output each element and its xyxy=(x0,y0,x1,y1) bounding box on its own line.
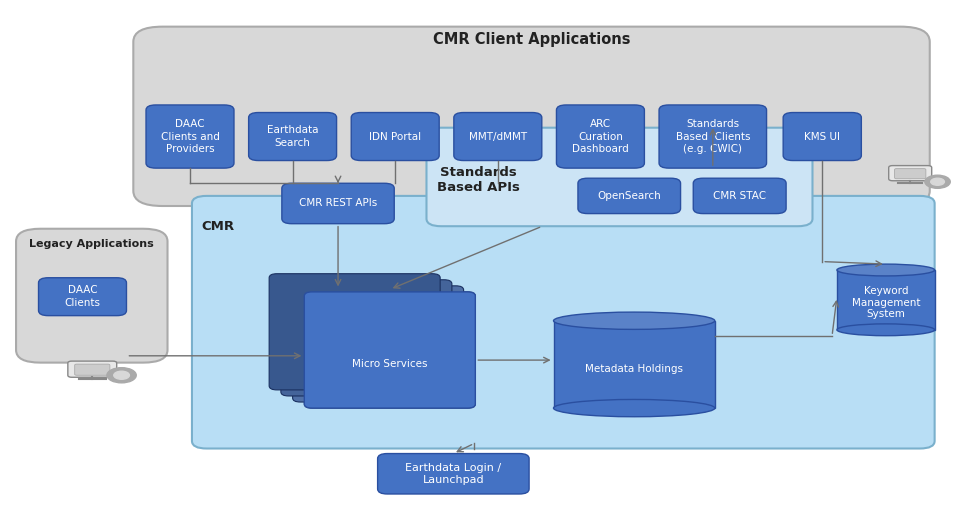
FancyBboxPatch shape xyxy=(454,113,542,161)
FancyBboxPatch shape xyxy=(293,286,464,402)
Ellipse shape xyxy=(554,312,714,329)
FancyBboxPatch shape xyxy=(426,128,812,226)
FancyBboxPatch shape xyxy=(305,292,475,408)
Circle shape xyxy=(931,178,945,185)
FancyBboxPatch shape xyxy=(16,229,168,363)
Ellipse shape xyxy=(554,399,714,417)
Text: Legacy Applications: Legacy Applications xyxy=(29,239,154,249)
Text: CMR STAC: CMR STAC xyxy=(713,191,766,201)
FancyBboxPatch shape xyxy=(305,292,475,408)
Text: Earthdata
Search: Earthdata Search xyxy=(267,125,318,148)
Circle shape xyxy=(107,368,136,383)
Text: Earthdata Login /
Launchpad: Earthdata Login / Launchpad xyxy=(406,463,502,485)
Ellipse shape xyxy=(837,324,935,336)
Text: Micro Services: Micro Services xyxy=(352,359,427,369)
FancyBboxPatch shape xyxy=(249,113,336,161)
Circle shape xyxy=(114,371,129,379)
Text: Standards
Based  Clients
(e.g. CWIC): Standards Based Clients (e.g. CWIC) xyxy=(675,119,750,154)
Text: IDN Portal: IDN Portal xyxy=(369,132,421,142)
FancyBboxPatch shape xyxy=(557,105,645,168)
Bar xyxy=(554,321,714,408)
FancyBboxPatch shape xyxy=(889,166,932,181)
Text: CMR Client Applications: CMR Client Applications xyxy=(433,32,630,47)
FancyBboxPatch shape xyxy=(74,364,110,375)
FancyBboxPatch shape xyxy=(270,274,440,390)
FancyBboxPatch shape xyxy=(351,113,439,161)
Text: DAAC
Clients: DAAC Clients xyxy=(65,285,101,308)
FancyBboxPatch shape xyxy=(895,169,926,179)
FancyBboxPatch shape xyxy=(282,183,394,224)
Text: Metadata Holdings: Metadata Holdings xyxy=(585,364,683,374)
Text: MMT/dMMT: MMT/dMMT xyxy=(468,132,527,142)
Text: Keyword
Management
System: Keyword Management System xyxy=(852,287,920,320)
FancyBboxPatch shape xyxy=(660,105,766,168)
FancyBboxPatch shape xyxy=(783,113,861,161)
Text: KMS UI: KMS UI xyxy=(805,132,840,142)
Ellipse shape xyxy=(837,264,935,276)
Bar xyxy=(837,270,935,330)
FancyBboxPatch shape xyxy=(192,196,935,449)
FancyBboxPatch shape xyxy=(68,361,117,377)
FancyBboxPatch shape xyxy=(38,278,126,315)
FancyBboxPatch shape xyxy=(377,454,529,494)
Text: CMR REST APIs: CMR REST APIs xyxy=(299,199,377,208)
Text: OpenSearch: OpenSearch xyxy=(598,191,662,201)
FancyBboxPatch shape xyxy=(578,178,680,213)
Text: CMR: CMR xyxy=(202,220,235,233)
FancyBboxPatch shape xyxy=(693,178,786,213)
FancyBboxPatch shape xyxy=(146,105,234,168)
Circle shape xyxy=(925,175,951,188)
Text: Standards
Based APIs: Standards Based APIs xyxy=(437,166,519,194)
Text: ARC
Curation
Dashboard: ARC Curation Dashboard xyxy=(572,119,629,154)
FancyBboxPatch shape xyxy=(281,280,452,396)
Text: DAAC
Clients and
Providers: DAAC Clients and Providers xyxy=(161,119,220,154)
FancyBboxPatch shape xyxy=(133,26,930,206)
